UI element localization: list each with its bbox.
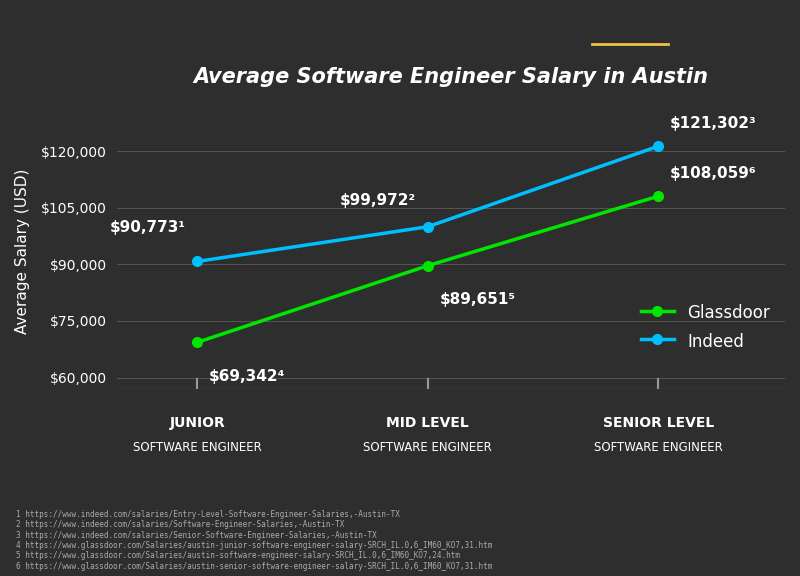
Text: SOFTWARE ENGINEER: SOFTWARE ENGINEER — [594, 441, 722, 454]
Text: SOFTWARE ENGINEER: SOFTWARE ENGINEER — [363, 441, 492, 454]
Text: 1 https://www.indeed.com/salaries/Entry-Level-Software-Engineer-Salaries,-Austin: 1 https://www.indeed.com/salaries/Entry-… — [16, 510, 492, 571]
Text: JUNIOR: JUNIOR — [170, 416, 226, 430]
Text: $69,342⁴: $69,342⁴ — [209, 369, 286, 384]
Text: MID LEVEL: MID LEVEL — [386, 416, 469, 430]
Y-axis label: Average Salary (USD): Average Salary (USD) — [15, 168, 30, 334]
Text: $90,773¹: $90,773¹ — [110, 220, 186, 235]
Title: Average Software Engineer Salary in Austin: Average Software Engineer Salary in Aust… — [194, 67, 708, 87]
Text: SOFTWARE ENGINEER: SOFTWARE ENGINEER — [133, 441, 262, 454]
Text: $121,302³: $121,302³ — [670, 116, 757, 131]
Legend: Glassdoor, Indeed: Glassdoor, Indeed — [634, 296, 777, 358]
Text: $89,651⁵: $89,651⁵ — [439, 292, 515, 307]
Text: $99,972²: $99,972² — [340, 193, 416, 208]
Text: SENIOR LEVEL: SENIOR LEVEL — [602, 416, 714, 430]
Text: $108,059⁶: $108,059⁶ — [670, 166, 757, 181]
